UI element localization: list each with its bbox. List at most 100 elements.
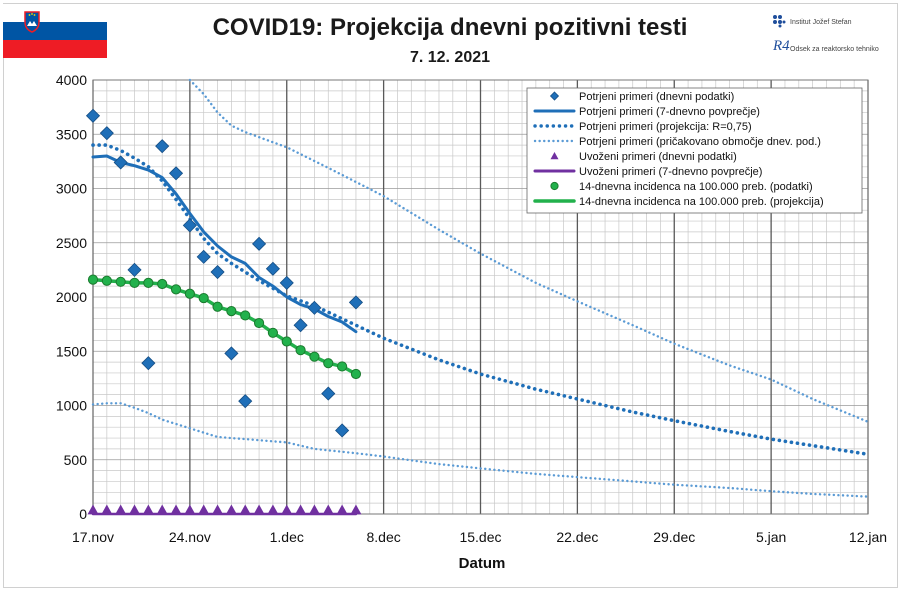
legend-entry: 14-dnevna incidenca na 100.000 preb. (po… [579, 181, 813, 193]
incidence-data-point [240, 310, 251, 321]
daily-cases-point [279, 275, 294, 290]
imported-cases-point [212, 504, 224, 515]
ijs-logo-text: Institut Jožef Stefan [790, 19, 852, 26]
incidence-data-point [157, 278, 168, 290]
legend-marker-triangle [550, 152, 559, 160]
legend-marker-diamond [549, 91, 560, 101]
imported-cases-point [129, 504, 141, 515]
y-tick-label: 2000 [56, 289, 87, 305]
incidence-data-point [295, 345, 306, 356]
imported-cases-point [350, 504, 362, 515]
legend-entry: Potrjeni primeri (pričakovano območje dn… [579, 136, 821, 148]
daily-cases-point [113, 155, 128, 170]
legend-entry: Uvoženi primeri (dnevni podatki) [579, 151, 737, 163]
slovenia-flag [3, 4, 107, 58]
daily-cases-point [348, 295, 364, 310]
imported-cases-point [156, 504, 168, 515]
range-lower-line [91, 402, 870, 498]
y-tick-label: 2500 [56, 235, 87, 251]
chart-title: COVID19: Projekcija dnevni pozitivni tes… [212, 14, 688, 41]
y-tick-label: 1000 [56, 398, 87, 414]
incidence-data-point [129, 277, 140, 288]
daily-cases-point [252, 236, 267, 251]
daily-cases-point [293, 318, 308, 333]
x-tick-label: 12.jan [849, 529, 887, 545]
x-tick-label: 5.jan [756, 529, 786, 545]
logos: Institut Jožef Stefan R4 Odsek za reakto… [770, 10, 895, 65]
legend-entry: Potrjeni primeri (dnevni podatki) [579, 91, 734, 103]
plot-border [92, 79, 869, 515]
daily-cases-point [307, 300, 322, 315]
x-tick-label: 17.nov [72, 529, 114, 545]
imported-cases-point [198, 504, 210, 515]
x-tick-label: 1.dec [270, 529, 304, 545]
incidence-data-point [337, 361, 348, 372]
incidence-data-point [281, 336, 292, 347]
incidence-data-point [101, 275, 112, 286]
imported-cases-point [184, 504, 196, 515]
daily-cases-point [224, 346, 239, 361]
daily-cases-point [155, 139, 170, 154]
incidence-data-point [198, 292, 209, 304]
imported-cases-point [101, 504, 113, 515]
imported-cases-point [267, 504, 279, 515]
y-tick-label: 3500 [56, 126, 87, 142]
daily-cases-point [141, 356, 156, 371]
legend: Potrjeni primeri (dnevni podatki) Potrjen… [526, 87, 863, 214]
incidence-data-point [170, 284, 182, 295]
incidence-data-point [226, 306, 237, 317]
imported-cases-point [225, 504, 237, 515]
incidence-data-point [212, 301, 223, 312]
incidence-data-point [323, 358, 334, 369]
daily-cases-point [335, 423, 350, 438]
incidence-data-point [87, 274, 99, 285]
incidence-data-point [253, 317, 265, 329]
imported-cases-point [170, 504, 182, 515]
legend-entry: Uvoženi primeri (7-dnevno povprečje) [579, 166, 762, 178]
r4-logo-text: Odsek za reaktorsko tehniko [790, 46, 879, 53]
daily-cases-point [238, 394, 253, 409]
daily-cases-point [99, 126, 114, 141]
daily-cases-point [265, 261, 280, 276]
x-axis: 17.nov 24.nov 1.dec 8.dec 15.dec 22.dec 29.dec… [72, 529, 887, 545]
x-tick-label: 15.dec [459, 529, 501, 545]
chart-frame [3, 3, 898, 588]
daily-cases-point [127, 262, 142, 277]
daily-cases-point [182, 218, 197, 233]
daily-cases-point [210, 264, 225, 280]
daily-cases-point [168, 166, 184, 181]
y-axis: 0 500 1000 1500 2000 2500 3000 3500 4000 [56, 72, 87, 522]
legend-marker-circle [550, 181, 559, 191]
imported-cases-point [336, 504, 348, 515]
incidence-data-point [115, 276, 126, 287]
imported-cases-point [239, 504, 251, 515]
y-tick-label: 500 [64, 452, 88, 468]
imported-cases-point [87, 504, 99, 515]
imported-cases-point [322, 504, 334, 515]
incidence-data-point [267, 327, 279, 338]
r4-logo-mark: R4 [773, 38, 790, 54]
x-axis-label: Datum [459, 555, 506, 572]
x-tick-label: 8.dec [367, 529, 401, 545]
daily-cases-point [196, 249, 211, 264]
daily-cases-point [321, 386, 336, 401]
imported-cases-point [308, 504, 320, 515]
legend-entry: Potrjeni primeri (7-dnevno povprečje) [579, 106, 760, 118]
y-tick-label: 3000 [56, 181, 87, 197]
y-tick-label: 1500 [56, 343, 87, 359]
imported-cases-point [281, 504, 293, 515]
y-tick-label: 4000 [56, 72, 87, 88]
legend-entry: 14-dnevna incidenca na 100.000 preb. (pr… [579, 196, 824, 208]
legend-box [526, 87, 863, 214]
ijs-logo-icon [773, 15, 786, 28]
x-tick-label: 29.dec [653, 529, 695, 545]
imported-cases-point [295, 504, 307, 515]
daily-cases-point [85, 108, 101, 123]
x-tick-label: 24.nov [169, 529, 211, 545]
x-tick-label: 22.dec [556, 529, 598, 545]
imported-cases-point [142, 504, 154, 515]
y-tick-label: 0 [79, 506, 87, 522]
incidence-data-point [350, 368, 362, 380]
incidence-data-point [309, 351, 320, 362]
